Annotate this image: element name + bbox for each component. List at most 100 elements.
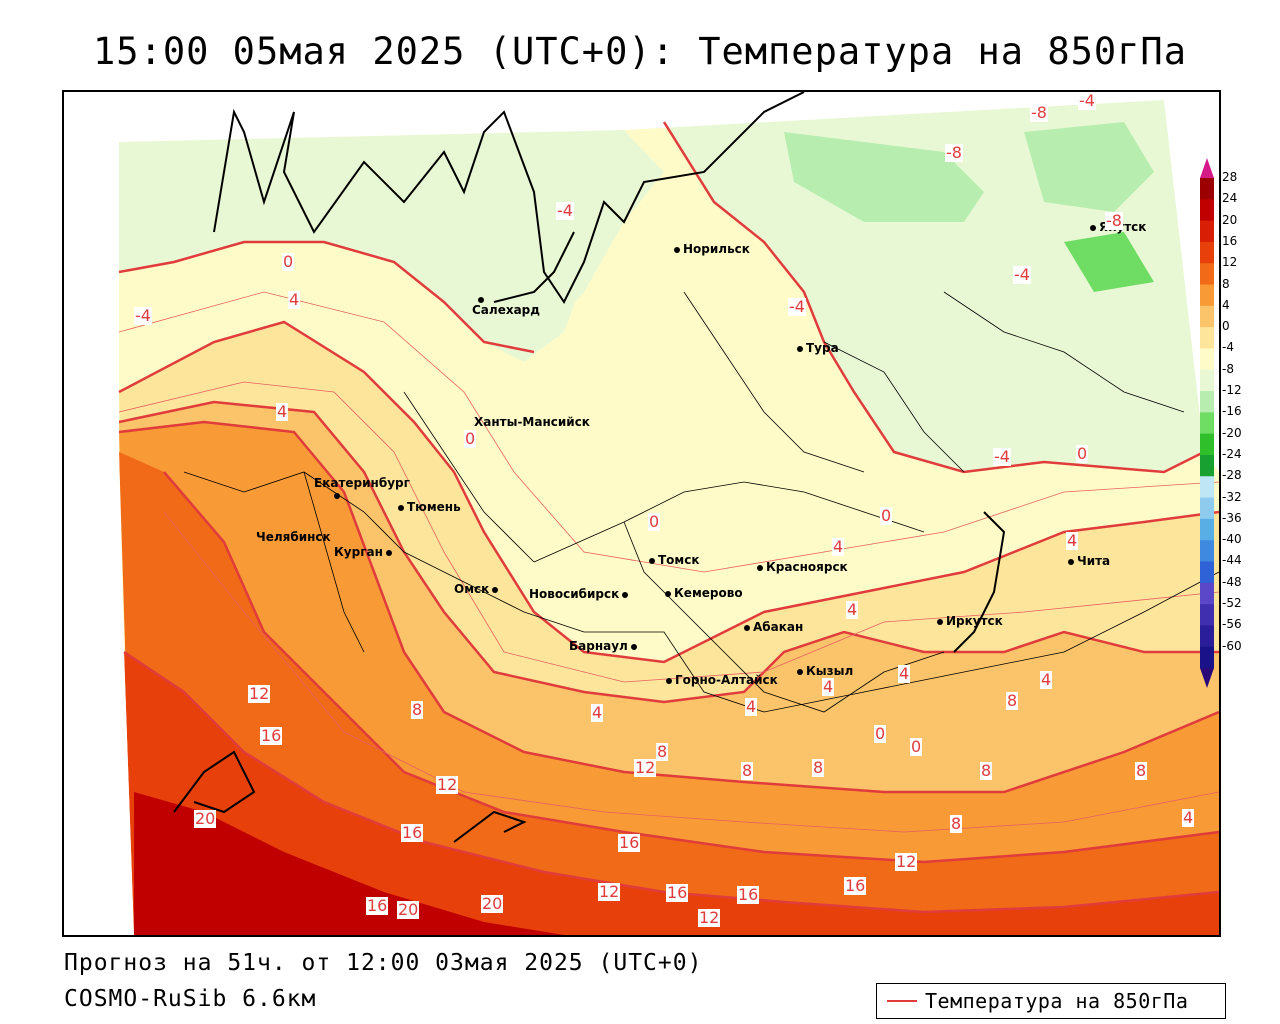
colorbar-swatch [1200, 284, 1214, 307]
city-marker-icon [492, 586, 499, 593]
colorbar-tick-label: -60 [1222, 638, 1242, 653]
colorbar-swatch [1200, 391, 1214, 413]
colorbar-swatch [1200, 454, 1214, 477]
colorbar-swatch [1200, 561, 1214, 584]
colorbar-tick-label: 12 [1222, 255, 1238, 270]
colorbar-tick-label: -8 [1222, 361, 1234, 376]
city-marker-icon [398, 504, 404, 511]
colorbar-swatch [1200, 305, 1214, 328]
city-kemerovo: Кемерово [665, 586, 743, 600]
map-title: 15:00 05мая 2025 (UTC+0): Температура на… [93, 30, 1187, 73]
city-norilsk: Норильск [674, 242, 750, 256]
colorbar-tick-label: 0 [1222, 319, 1230, 334]
isotherm-label: -4 [788, 297, 806, 316]
region-borders [183, 291, 1219, 713]
colorbar-tick-label: 4 [1222, 297, 1230, 312]
city-marker-icon [334, 492, 340, 499]
colorbar-swatch [1200, 646, 1214, 669]
city-marker-icon [744, 624, 750, 631]
legend-label: Температура на 850гПа [925, 989, 1189, 1013]
isotherm-label: 0 [874, 724, 887, 743]
colorbar-swatch [1200, 263, 1214, 286]
thin-contours [118, 291, 1219, 833]
isotherm-label: -4 [134, 306, 152, 325]
isotherm-label: 12 [436, 775, 459, 794]
legend-line-swatch [887, 1000, 917, 1002]
isotherm-label: 16 [844, 876, 867, 895]
colorbar-tick-label: -20 [1222, 425, 1242, 440]
isotherm-label: 8 [1006, 691, 1019, 710]
isotherm-label: 8 [656, 742, 669, 761]
city-tomsk: Томск [649, 553, 700, 567]
isotherm-label: 4 [1066, 531, 1079, 550]
isotherm-label: 4 [1182, 808, 1195, 827]
city-omsk: Омск [454, 582, 501, 596]
isotherm-label: 8 [411, 700, 424, 719]
forecast-info: Прогноз на 51ч. от 12:00 03мая 2025 (UTC… [64, 950, 703, 976]
isotherm-label: 0 [648, 512, 661, 531]
isotherm-label: 8 [812, 758, 825, 777]
model-info: COSMO-RuSib 6.6км [64, 986, 317, 1012]
isotherm-label: 16 [260, 726, 283, 745]
city-tyumen: Тюмень [398, 500, 461, 514]
isotherm-label: 16 [366, 896, 389, 915]
coastline [173, 92, 1006, 843]
map-legend: Температура на 850гПа [876, 983, 1226, 1019]
colorbar-tick-label: -40 [1222, 532, 1242, 547]
colorbar-tick-label: -24 [1222, 446, 1242, 461]
city-salekhard-label: Салехард [472, 303, 540, 317]
isotherm-label: 4 [276, 402, 289, 421]
city-marker-icon [797, 668, 803, 675]
city-chelyabinsk: Челябинск [256, 530, 331, 544]
isotherm-label: 12 [634, 758, 657, 777]
colorbar-tick-label: -32 [1222, 489, 1242, 504]
isotherm-label: 0 [282, 252, 295, 271]
city-barnaul: Барнаул [569, 639, 640, 653]
city-marker-icon [674, 246, 680, 253]
isotherm-label: 4 [898, 664, 911, 683]
city-marker-icon [478, 296, 484, 303]
isotherm-label: 0 [880, 506, 893, 525]
city-marker-icon [666, 677, 672, 684]
isotherm-label: -8 [1105, 211, 1123, 230]
colorbar-swatch [1200, 348, 1214, 371]
isotherm-label: 4 [1040, 670, 1053, 689]
isotherm-label: 8 [980, 761, 993, 780]
warm-zone-20 [124, 652, 1219, 935]
city-marker-icon [649, 557, 655, 564]
isotherm-label: 0 [464, 429, 477, 448]
city-khanty-mansiysk: Ханты-Мансийск [474, 415, 590, 429]
isotherm-label: 4 [288, 290, 301, 309]
colorbar-arrow-bottom-icon [1200, 668, 1214, 688]
city-chita: Чита [1068, 554, 1110, 568]
city-marker-icon [622, 591, 629, 598]
city-marker-icon [757, 564, 763, 571]
isotherm-label: -4 [1013, 265, 1031, 284]
forecast-map [62, 90, 1221, 937]
colorbar-swatch [1200, 199, 1214, 222]
colorbar-swatch [1200, 497, 1214, 520]
isotherm-label: 8 [950, 814, 963, 833]
isotherm-label: 16 [618, 833, 641, 852]
city-kyzyl: Кызыл [797, 664, 853, 678]
colorbar-tick-label: -48 [1222, 574, 1242, 589]
city-abakan: Абакан [744, 620, 803, 634]
colorbar-tick-label: -4 [1222, 340, 1234, 355]
isotherm-label: 8 [1135, 761, 1148, 780]
colorbar-swatch [1200, 625, 1214, 648]
city-marker-icon [797, 345, 803, 352]
isotherm-label: 8 [741, 761, 754, 780]
colorbar-tick-label: -44 [1222, 553, 1242, 568]
isotherm-label: -4 [556, 201, 574, 220]
city-tura: Тура [797, 341, 839, 355]
colorbar-tick-label: -28 [1222, 468, 1242, 483]
colorbar-tick-label: -52 [1222, 596, 1242, 611]
temperature-colorbar [1200, 158, 1214, 688]
isotherm-label: 20 [481, 894, 504, 913]
colorbar-swatch [1200, 604, 1214, 626]
colorbar-swatch [1200, 220, 1214, 243]
isotherm-label: 12 [598, 882, 621, 901]
isotherm-label: 4 [745, 697, 758, 716]
temperature-field [64, 92, 1219, 935]
outside-domain [64, 92, 1219, 142]
